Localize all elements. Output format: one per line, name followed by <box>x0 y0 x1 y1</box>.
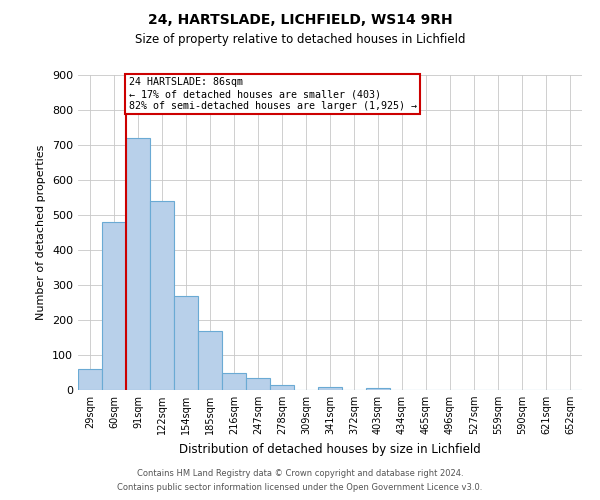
Text: Contains public sector information licensed under the Open Government Licence v3: Contains public sector information licen… <box>118 484 482 492</box>
Bar <box>318 387 342 390</box>
Bar <box>222 373 246 390</box>
Bar <box>126 138 150 390</box>
Bar <box>150 201 174 390</box>
Text: Size of property relative to detached houses in Lichfield: Size of property relative to detached ho… <box>135 32 465 46</box>
Bar <box>102 222 126 390</box>
Bar <box>246 378 270 390</box>
Text: 24, HARTSLADE, LICHFIELD, WS14 9RH: 24, HARTSLADE, LICHFIELD, WS14 9RH <box>148 12 452 26</box>
Text: Contains HM Land Registry data © Crown copyright and database right 2024.: Contains HM Land Registry data © Crown c… <box>137 468 463 477</box>
Text: 24 HARTSLADE: 86sqm
← 17% of detached houses are smaller (403)
82% of semi-detac: 24 HARTSLADE: 86sqm ← 17% of detached ho… <box>129 78 417 110</box>
Bar <box>174 296 198 390</box>
Y-axis label: Number of detached properties: Number of detached properties <box>37 145 46 320</box>
Bar <box>78 369 102 390</box>
Bar <box>366 388 390 390</box>
Bar <box>198 330 222 390</box>
Bar <box>270 385 294 390</box>
X-axis label: Distribution of detached houses by size in Lichfield: Distribution of detached houses by size … <box>179 442 481 456</box>
